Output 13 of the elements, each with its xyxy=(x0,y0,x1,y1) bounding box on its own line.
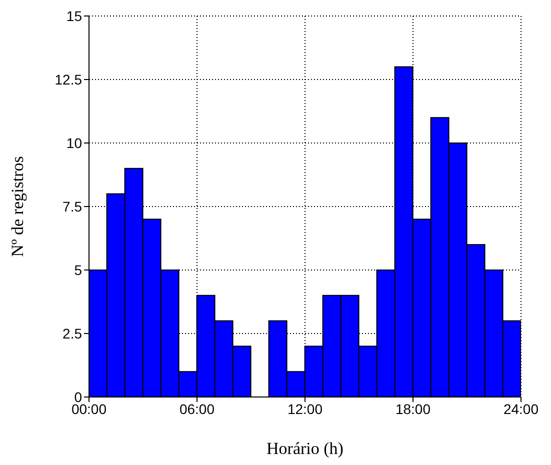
y-tick-label: 10 xyxy=(66,134,82,151)
x-axis-title: Horário (h) xyxy=(266,439,344,458)
y-axis-title: Nº de registros xyxy=(8,156,28,257)
y-tick-label: 5 xyxy=(74,262,82,278)
y-tick-label: 15 xyxy=(66,8,82,24)
y-tick-label: 0 xyxy=(74,388,82,405)
x-tick-label: 12:00 xyxy=(287,400,323,417)
x-tick-label: 24:00 xyxy=(503,400,539,417)
y-tick-label: 7.5 xyxy=(62,198,82,214)
y-tick-label: 2.5 xyxy=(62,325,82,342)
x-tick-label: 18:00 xyxy=(395,400,431,417)
y-tick-label: 12.5 xyxy=(54,71,82,88)
x-tick-label: 06:00 xyxy=(179,400,215,417)
